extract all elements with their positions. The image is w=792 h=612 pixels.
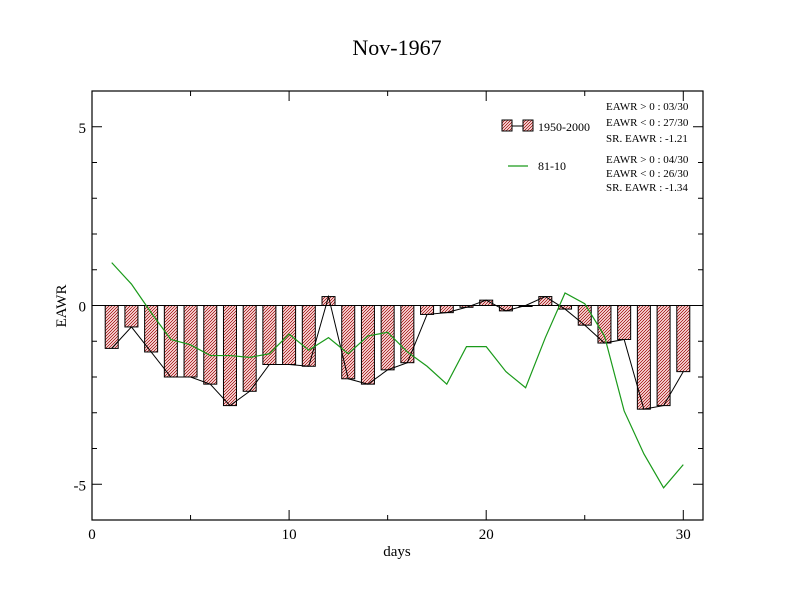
bar [538,296,553,306]
y-tick-label: 0 [79,300,87,316]
stat-positive-81-10: EAWR > 0 : 04/30 [606,154,689,166]
chart-title: Nov-1967 [352,35,441,60]
bar [183,305,198,378]
legend-swatch-bar-right [522,119,534,132]
x-axis: 0 10 20 30 [88,91,691,543]
bar [341,305,356,380]
legend-label-81-10: 81-10 [538,159,566,173]
bar-series-1950-2000 [104,296,691,410]
bar [360,305,375,385]
x-tick-label: 30 [676,527,691,543]
x-axis-label: days [383,544,411,560]
bar [262,305,277,365]
legend-entry-81-10: 81-10 [508,159,566,173]
bar [656,305,671,407]
bar [617,305,632,340]
y-axis-label: EAWR [54,285,70,328]
bar [242,305,257,392]
bar [577,305,592,326]
stat-sr-81-10: SR. EAWR : -1.34 [606,182,688,194]
bar [676,305,691,373]
legend-swatch-bar-left [501,119,513,132]
bar [282,305,297,365]
line-series-81-10 [111,262,684,489]
legend-entry-1950-2000: 1950-2000 [501,119,590,134]
y-tick-label: -5 [74,478,87,494]
legend-label-1950-2000: 1950-2000 [538,120,590,134]
bar [124,305,139,328]
bar [400,305,415,364]
stats-1950-2000: EAWR > 0 : 03/30 EAWR < 0 : 27/30 SR. EA… [606,101,689,145]
line-81-10 [111,262,684,489]
stats-81-10: EAWR > 0 : 04/30 EAWR < 0 : 26/30 SR. EA… [606,154,689,194]
x-tick-label: 0 [88,527,96,543]
y-tick-label: 5 [79,121,87,137]
legend: 1950-2000 81-10 EAWR > 0 : 03/30 EAWR < … [501,101,689,194]
stat-sr-1950-2000: SR. EAWR : -1.21 [606,133,688,145]
x-tick-label: 10 [282,527,297,543]
bar [203,305,218,385]
stat-negative-1950-2000: EAWR < 0 : 27/30 [606,117,689,129]
stat-positive-1950-2000: EAWR > 0 : 03/30 [606,101,689,113]
bar [420,305,435,315]
bar [301,305,316,367]
stat-negative-81-10: EAWR < 0 : 26/30 [606,168,689,180]
x-tick-label: 20 [479,527,494,543]
bar-tip-line [111,294,684,410]
line-series-1950-2000 [111,294,684,410]
bar [104,305,119,349]
